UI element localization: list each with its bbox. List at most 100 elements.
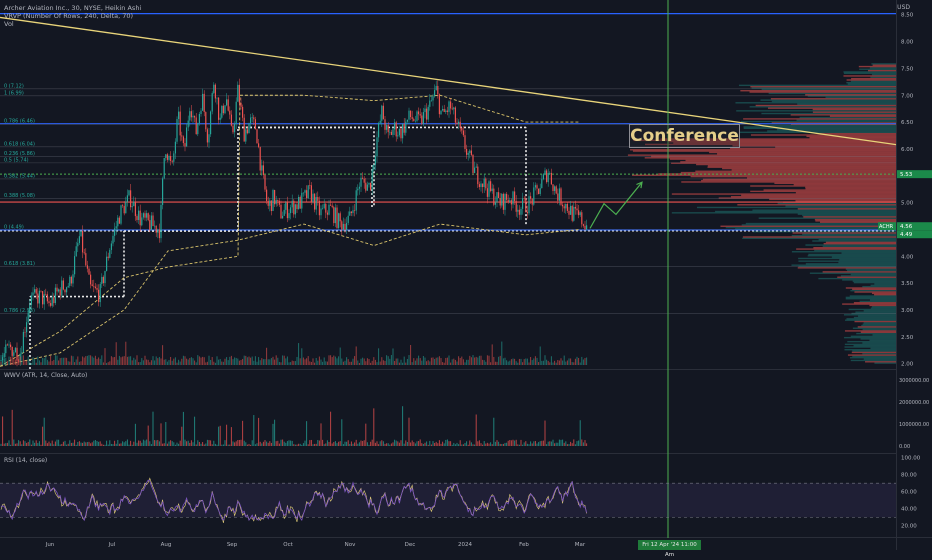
volume-profile-row [761, 88, 896, 91]
volume-profile-row [760, 99, 896, 101]
volume-bar [443, 362, 445, 365]
volume-bar [251, 356, 253, 365]
candle-body [430, 100, 432, 102]
conference-annotation[interactable]: Conference [629, 124, 740, 148]
candle-body [387, 125, 389, 133]
wwv-bar [470, 442, 472, 446]
wwv-bar [354, 442, 356, 446]
candle-body [400, 128, 402, 139]
volume-bar [178, 359, 180, 365]
channel-lower-line [0, 223, 581, 367]
rsi-axis-tick-label: 60.00 [901, 490, 917, 496]
candle-body [232, 125, 234, 133]
volume-profile-row [805, 244, 896, 246]
candle-body [282, 215, 284, 219]
wwv-bar [370, 441, 372, 446]
candle-body [482, 183, 484, 188]
candle-body [117, 217, 119, 227]
candle-body [451, 108, 453, 110]
volume-profile-row [763, 189, 896, 191]
candle-body [504, 193, 506, 210]
wwv-bar [440, 443, 442, 446]
volume-bar [61, 357, 63, 365]
volume-profile-row [855, 311, 896, 313]
wwv-bar [550, 441, 552, 446]
volume-bar [261, 358, 263, 365]
volume-bar [357, 360, 359, 365]
volume-bar [211, 357, 213, 365]
candle-body [507, 199, 509, 203]
candle-body [486, 188, 488, 197]
volume-profile-row [797, 267, 896, 269]
last-price-badge-bg [897, 222, 932, 231]
candle-body [277, 199, 279, 201]
wwv-bar [104, 444, 106, 446]
volume-bar [64, 357, 66, 365]
volume-bar [245, 355, 247, 365]
volume-bar [110, 356, 112, 365]
volume-bar [398, 362, 400, 365]
volume-bar [530, 356, 532, 365]
volume-bar [312, 358, 314, 365]
volume-bar [285, 358, 287, 365]
candle-body [454, 107, 456, 123]
wwv-bar [0, 443, 2, 446]
volume-bar [94, 355, 96, 365]
volume-bar [469, 355, 471, 365]
volume-bar [128, 356, 130, 365]
wwv-bar [8, 440, 10, 446]
volume-profile-row [874, 293, 896, 296]
volume-profile-row [796, 248, 896, 250]
volume-bar [21, 355, 23, 365]
wwv-bar [6, 442, 8, 446]
candle-body [554, 186, 556, 192]
candle-body [501, 193, 503, 206]
volume-bar [454, 359, 456, 365]
wwv-bar [549, 441, 551, 446]
candle-body [459, 121, 461, 128]
candle-body [443, 108, 445, 112]
wwv-bar [363, 440, 365, 446]
wwv-bar [379, 441, 381, 446]
wwv-bar [424, 442, 426, 446]
candle-body [222, 105, 224, 114]
candle-body [48, 301, 50, 304]
volume-bar [565, 361, 567, 365]
candle-body [342, 223, 344, 230]
candle-body [197, 123, 199, 135]
wwv-bar [322, 439, 324, 446]
volume-profile-row [737, 204, 896, 206]
rsi-title: RSI (14, close) [4, 457, 48, 464]
wwv-bar [509, 440, 511, 446]
candle-body [229, 110, 231, 115]
candle-body [168, 155, 170, 160]
volume-profile-row [771, 122, 896, 124]
wwv-bar [194, 416, 196, 446]
volume-profile-row [822, 245, 896, 248]
volume-bar [117, 359, 119, 365]
volume-bar [434, 359, 436, 365]
volume-profile-row [739, 131, 896, 134]
candle-body [110, 243, 112, 250]
volume-bar [424, 357, 426, 365]
volume-bar [504, 357, 506, 365]
wwv-bar [126, 439, 128, 446]
wwv-bar [205, 443, 207, 446]
volume-bar [477, 357, 479, 365]
candle-body [365, 182, 367, 191]
volume-bar [267, 359, 269, 365]
candle-body [296, 204, 298, 210]
wwv-bar [283, 441, 285, 446]
volume-bar [486, 355, 488, 365]
volume-profile-row [860, 338, 896, 340]
candle-body [438, 94, 440, 115]
candle-body [398, 128, 400, 136]
candle-body [491, 188, 493, 192]
wwv-bar [496, 440, 498, 446]
volume-bar [40, 362, 42, 365]
wwv-bar [186, 441, 188, 446]
volume-bar [27, 356, 29, 365]
candle-body [160, 204, 162, 239]
volume-bar [410, 344, 412, 365]
